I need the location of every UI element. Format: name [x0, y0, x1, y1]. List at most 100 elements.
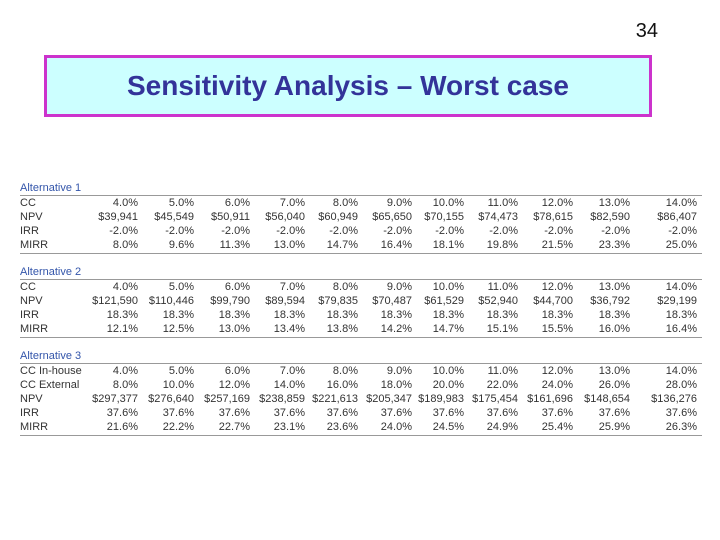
value-cell: 24.0% [541, 379, 573, 391]
value-cell: 11.0% [487, 197, 518, 209]
value-cell: 8.0% [332, 365, 358, 377]
value-cell: 7.0% [279, 365, 305, 377]
rule [20, 435, 702, 436]
value-cell: $79,835 [318, 295, 358, 307]
value-cell: 14.7% [326, 239, 358, 251]
value-cell: 24.0% [380, 421, 412, 433]
value-cell: 10.0% [432, 197, 464, 209]
row-label: IRR [20, 225, 39, 237]
value-cell: 13.0% [598, 197, 630, 209]
value-cell: 37.6% [541, 407, 573, 419]
value-cell: 20.0% [432, 379, 464, 391]
value-cell: 21.6% [106, 421, 138, 433]
value-cell: 13.0% [273, 239, 305, 251]
value-cell: 37.6% [273, 407, 305, 419]
value-cell: $50,911 [211, 211, 250, 223]
value-cell: $65,650 [372, 211, 412, 223]
value-cell: 8.0% [112, 239, 138, 251]
value-cell: 16.0% [598, 323, 630, 335]
value-cell: 25.0% [665, 239, 697, 251]
value-cell: 9.0% [386, 281, 412, 293]
value-cell: 18.3% [541, 309, 573, 321]
value-cell: $86,407 [657, 211, 697, 223]
value-cell: 10.0% [162, 379, 194, 391]
value-cell: 4.0% [112, 365, 138, 377]
row-label: CC External [20, 379, 80, 391]
value-cell: 25.9% [598, 421, 630, 433]
value-cell: 37.6% [598, 407, 630, 419]
value-cell: 37.6% [380, 407, 412, 419]
value-cell: 24.5% [432, 421, 464, 433]
value-cell: $45,549 [154, 211, 194, 223]
value-cell: 18.3% [432, 309, 464, 321]
section-heading: Alternative 3 [20, 350, 82, 362]
value-cell: -2.0% [544, 225, 573, 237]
value-cell: $78,615 [533, 211, 573, 223]
value-cell: 13.4% [273, 323, 305, 335]
value-cell: 6.0% [224, 365, 250, 377]
value-cell: $29,199 [657, 295, 697, 307]
value-cell: $276,640 [148, 393, 194, 405]
value-cell: 16.4% [665, 323, 697, 335]
value-cell: 8.0% [332, 197, 358, 209]
value-cell: 9.6% [168, 239, 194, 251]
value-cell: 4.0% [112, 281, 138, 293]
value-cell: 22.0% [486, 379, 518, 391]
value-cell: 14.7% [432, 323, 464, 335]
value-cell: 14.0% [665, 197, 697, 209]
value-cell: $61,529 [424, 295, 464, 307]
value-cell: 18.3% [273, 309, 305, 321]
value-cell: 23.6% [326, 421, 358, 433]
value-cell: -2.0% [489, 225, 518, 237]
value-cell: 9.0% [386, 365, 412, 377]
value-cell: 25.4% [541, 421, 573, 433]
value-cell: -2.0% [383, 225, 412, 237]
value-cell: 10.0% [432, 365, 464, 377]
value-cell: $70,155 [424, 211, 464, 223]
row-label: NPV [20, 295, 43, 307]
value-cell: 18.3% [218, 309, 250, 321]
value-cell: -2.0% [601, 225, 630, 237]
row-label: NPV [20, 393, 43, 405]
value-cell: 18.3% [486, 309, 518, 321]
value-cell: -2.0% [276, 225, 305, 237]
value-cell: $56,040 [265, 211, 305, 223]
value-cell: 19.8% [486, 239, 518, 251]
value-cell: 21.5% [541, 239, 573, 251]
value-cell: 18.3% [598, 309, 630, 321]
value-cell: $70,487 [372, 295, 412, 307]
value-cell: 18.1% [432, 239, 464, 251]
rule [20, 337, 702, 338]
value-cell: 13.0% [218, 323, 250, 335]
value-cell: 14.0% [665, 281, 697, 293]
value-cell: 37.6% [665, 407, 697, 419]
value-cell: 7.0% [279, 281, 305, 293]
section-heading: Alternative 1 [20, 182, 82, 194]
value-cell: 14.0% [273, 379, 305, 391]
value-cell: $99,790 [210, 295, 250, 307]
value-cell: 22.7% [218, 421, 250, 433]
value-cell: $89,594 [265, 295, 305, 307]
rule [20, 253, 702, 254]
title: Sensitivity Analysis – Worst case [127, 70, 569, 101]
value-cell: 11.3% [219, 239, 250, 251]
value-cell: $52,940 [478, 295, 518, 307]
row-label: MIRR [20, 421, 49, 433]
value-cell: 15.1% [486, 323, 518, 335]
value-cell: 23.3% [598, 239, 630, 251]
value-cell: 12.0% [541, 365, 573, 377]
value-cell: $189,983 [418, 393, 464, 405]
value-cell: 6.0% [224, 197, 250, 209]
value-cell: 9.0% [386, 197, 412, 209]
value-cell: 13.0% [598, 281, 630, 293]
value-cell: 8.0% [112, 379, 138, 391]
value-cell: 28.0% [665, 379, 697, 391]
value-cell: $205,347 [366, 393, 412, 405]
value-cell: 16.0% [326, 379, 358, 391]
section-heading: Alternative 2 [20, 266, 82, 278]
value-cell: $74,473 [478, 211, 518, 223]
value-cell: 11.0% [487, 365, 518, 377]
value-cell: 5.0% [168, 197, 194, 209]
value-cell: -2.0% [435, 225, 464, 237]
row-label: CC In-house [20, 365, 82, 377]
